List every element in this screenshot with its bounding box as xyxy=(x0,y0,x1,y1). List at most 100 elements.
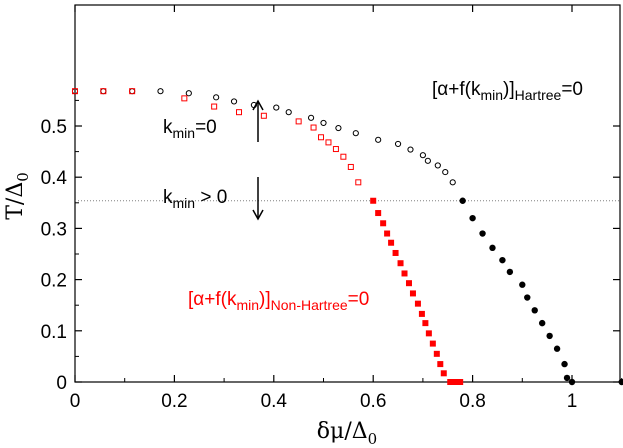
data-point xyxy=(370,197,377,204)
y-tick-label: 0.4 xyxy=(41,168,68,189)
annotation-kmin-positive: kmin > 0 xyxy=(163,187,227,211)
data-point xyxy=(506,268,514,276)
data-point xyxy=(459,197,466,204)
data-point xyxy=(519,281,526,288)
arrow-down-icon xyxy=(252,177,264,221)
data-series-layer xyxy=(71,88,623,386)
series-2-filled-circle xyxy=(459,197,623,386)
data-point xyxy=(380,220,387,227)
data-point xyxy=(347,163,354,170)
data-point xyxy=(568,378,576,386)
data-point xyxy=(457,379,464,385)
x-tick-label: 0.8 xyxy=(459,391,485,412)
data-point xyxy=(546,332,553,340)
data-point xyxy=(295,118,302,125)
series-3-filled-square xyxy=(370,197,464,385)
data-point xyxy=(307,114,315,121)
data-point xyxy=(425,330,432,337)
data-point xyxy=(449,179,456,186)
data-point xyxy=(440,370,447,377)
data-point xyxy=(524,294,531,301)
data-point xyxy=(563,374,571,382)
data-point xyxy=(414,300,421,307)
data-point xyxy=(469,214,476,222)
data-point xyxy=(392,249,399,256)
data-point xyxy=(452,379,459,385)
data-point xyxy=(355,179,362,186)
data-point xyxy=(618,378,623,386)
data-point xyxy=(479,230,486,237)
data-point xyxy=(332,146,339,153)
data-point xyxy=(375,136,382,143)
data-point xyxy=(409,290,416,297)
y-tick-label: 0 xyxy=(56,373,67,394)
data-point xyxy=(442,168,449,176)
y-axis-ticks: 0 0.1 0.2 0.3 0.4 0.5 xyxy=(41,99,620,394)
data-point xyxy=(422,320,429,327)
data-point xyxy=(401,270,408,277)
data-point xyxy=(318,134,325,141)
y-tick-label: 0.2 xyxy=(41,271,67,292)
annotation-non-hartree: [α+f(kmin)]Non-Hartree=0 xyxy=(188,289,369,313)
data-point xyxy=(407,146,414,153)
data-point xyxy=(260,112,267,119)
x-tick-label: 0.6 xyxy=(360,391,386,412)
data-point xyxy=(273,104,280,111)
data-point xyxy=(100,88,107,95)
data-point xyxy=(340,153,347,160)
data-point xyxy=(320,119,327,127)
data-point xyxy=(405,280,412,287)
data-point xyxy=(72,88,78,95)
data-point xyxy=(325,139,332,146)
data-point xyxy=(213,94,220,101)
data-point xyxy=(429,340,436,347)
data-point xyxy=(434,162,441,169)
data-point xyxy=(433,350,440,357)
y-tick-label: 0.3 xyxy=(41,219,67,240)
data-point xyxy=(230,98,238,105)
x-tick-label: 0 xyxy=(70,391,81,412)
x-axis-title: δμ/Δ0 xyxy=(317,419,377,448)
data-point xyxy=(397,260,404,267)
series-1-open-square xyxy=(72,88,362,186)
data-point xyxy=(394,140,402,148)
data-point xyxy=(375,210,382,217)
data-point xyxy=(211,103,218,110)
data-point xyxy=(538,319,546,327)
y-tick-label: 0.1 xyxy=(41,322,67,343)
data-point xyxy=(181,95,188,102)
data-point xyxy=(437,361,444,368)
data-point xyxy=(424,157,431,164)
series-0-open-circle xyxy=(71,88,456,186)
plot-frame xyxy=(74,4,621,383)
annotation-kmin-zero: kmin=0 xyxy=(163,117,217,141)
data-point xyxy=(419,152,426,159)
x-tick-label: 1 xyxy=(567,391,578,412)
data-point xyxy=(285,109,292,116)
data-point xyxy=(352,130,359,137)
y-tick-label: 0.5 xyxy=(41,117,67,138)
data-point xyxy=(447,379,454,385)
data-point xyxy=(100,88,107,95)
arrow-up-icon xyxy=(252,99,264,142)
data-point xyxy=(418,310,425,317)
data-point xyxy=(531,307,538,314)
x-tick-label: 0.2 xyxy=(161,391,187,412)
data-point xyxy=(561,360,568,368)
data-point xyxy=(185,90,192,97)
data-point xyxy=(236,109,243,116)
data-point xyxy=(489,244,496,252)
data-point xyxy=(310,124,317,131)
annotation-hartree: [α+f(kmin)]Hartree=0 xyxy=(432,79,583,103)
data-point xyxy=(157,88,164,95)
x-axis-ticks: 0 0.2 0.4 0.6 0.8 1 xyxy=(70,5,623,412)
data-point xyxy=(384,230,391,237)
y-axis-title: T/Δ0 xyxy=(3,172,32,220)
data-point xyxy=(499,256,506,264)
data-point xyxy=(129,88,136,95)
data-point xyxy=(553,345,561,352)
x-tick-label: 0.4 xyxy=(261,391,288,412)
data-point xyxy=(388,239,395,246)
data-point xyxy=(335,124,342,132)
